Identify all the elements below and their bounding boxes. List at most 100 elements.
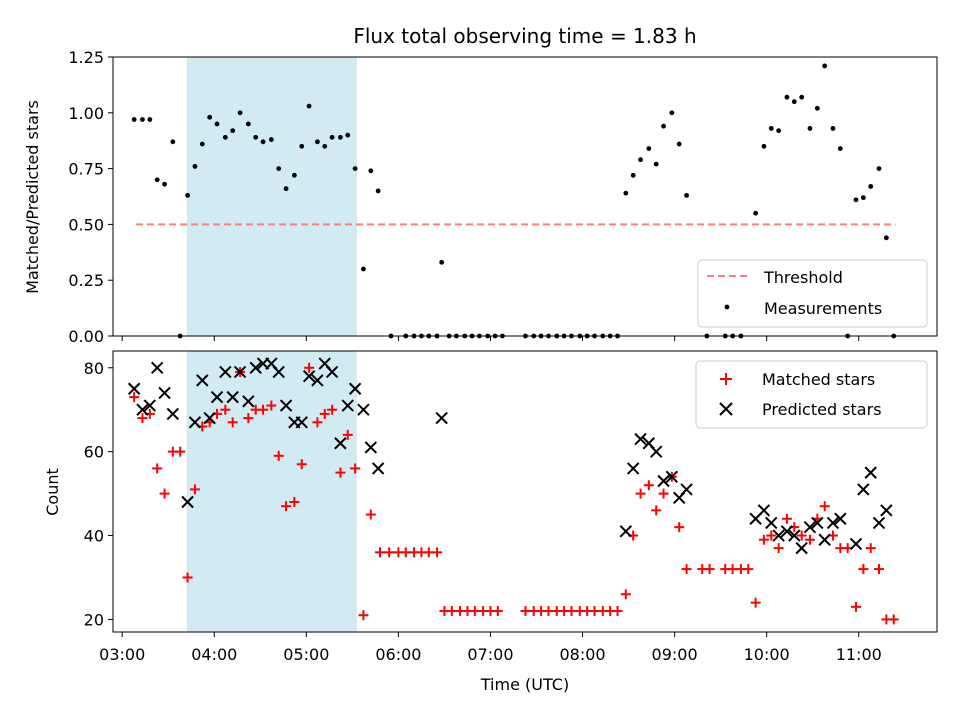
predicted-point: [219, 365, 232, 379]
legend-matched-swatch: [720, 373, 732, 385]
matched-point: [304, 362, 315, 373]
measurement-point: [676, 141, 682, 147]
measurement-point: [291, 172, 297, 178]
matched-point: [758, 534, 769, 545]
y-tick-label: 20: [84, 610, 104, 629]
matched-point: [612, 606, 623, 617]
matched-point: [743, 564, 754, 575]
measurement-point: [170, 139, 176, 145]
chart-title: Flux total observing time = 1.83 h: [353, 24, 696, 48]
predicted-point: [435, 411, 448, 425]
predicted-point: [302, 369, 316, 383]
legend-threshold-label: Threshold: [763, 268, 843, 287]
matched-point: [137, 413, 148, 424]
predicted-point: [757, 504, 771, 517]
measurement-point: [214, 121, 220, 127]
measurement-point: [268, 137, 274, 142]
top-legend: Threshold Measurements: [697, 259, 928, 328]
matched-point: [273, 450, 284, 461]
measurement-point: [822, 63, 828, 69]
shaded-band: [186, 57, 357, 336]
measurement-point: [799, 94, 805, 100]
measurement-point: [299, 143, 305, 149]
matched-point: [873, 564, 884, 575]
predicted-point: [272, 365, 285, 379]
matched-point: [658, 488, 669, 499]
predicted-point: [150, 361, 164, 374]
top-axis-ticks: 0.00 0.25 0.50 0.75 1.00 1.25: [68, 48, 860, 346]
measurement-point: [860, 195, 866, 201]
predicted-point: [371, 462, 385, 475]
measurement-point: [338, 134, 343, 140]
measurement-point: [222, 134, 228, 140]
measurement-point: [661, 123, 666, 129]
matched-point: [289, 496, 300, 507]
predicted-point: [864, 466, 877, 479]
legend-measurements-label: Measurements: [764, 299, 882, 318]
measurement-point: [439, 259, 445, 265]
predicted-point: [210, 390, 224, 404]
y-tick-label: 0.50: [68, 215, 104, 234]
top-plot-frame: [112, 56, 938, 337]
predicted-point: [795, 541, 808, 555]
predicted-point: [143, 399, 157, 412]
measurement-point: [245, 121, 251, 127]
matched-point: [365, 509, 376, 520]
matched-point: [620, 589, 631, 600]
legend-predicted-swatch: [719, 402, 733, 416]
measurement-point: [853, 197, 859, 203]
y-tick-label: 0.00: [68, 327, 104, 346]
top-legend-box: [697, 259, 928, 328]
predicted-stars-series: [127, 357, 893, 555]
predicted-point: [226, 390, 239, 404]
measurement-point: [784, 94, 790, 100]
measurement-point: [230, 128, 236, 134]
matched-point: [342, 429, 353, 440]
predicted-point: [849, 537, 863, 551]
predicted-point: [233, 365, 247, 379]
measurement-point: [162, 181, 167, 187]
legend-measurements-swatch: [724, 304, 730, 310]
matched-point: [152, 463, 163, 474]
predicted-point: [357, 403, 370, 416]
matched-point: [129, 392, 140, 403]
measurement-point: [768, 126, 774, 131]
measurement-point: [147, 117, 153, 122]
matched-point: [704, 564, 715, 575]
y-tick-label: 1.00: [68, 104, 104, 123]
predicted-point: [834, 512, 847, 525]
matched-point: [865, 543, 876, 554]
predicted-point: [626, 462, 640, 475]
x-tick-label: 04:00: [191, 645, 237, 664]
predicted-point: [348, 382, 362, 395]
predicted-point: [203, 411, 216, 425]
matched-point: [227, 417, 238, 428]
matched-point: [312, 417, 323, 428]
predicted-point: [857, 483, 870, 496]
matched-point: [492, 606, 503, 617]
predicted-point: [803, 520, 817, 534]
x-tick-label: 09:00: [652, 645, 698, 664]
y-tick-label: 1.25: [68, 48, 104, 67]
top-y-axis-label: Matched/Predicted stars: [23, 100, 42, 294]
matched-point: [681, 564, 692, 575]
x-tick-label: 03:00: [99, 645, 145, 664]
matched-point: [858, 564, 869, 575]
predicted-point: [872, 516, 886, 530]
matched-point: [674, 522, 685, 533]
matched-point: [651, 505, 662, 516]
predicted-point: [649, 445, 663, 458]
predicted-point: [158, 386, 171, 400]
top-panel: 0.00 0.25 0.50 0.75 1.00 1.25 Matched/Predict…: [23, 48, 938, 346]
measurement-point: [283, 186, 289, 192]
matched-point: [350, 463, 361, 474]
measurement-point: [868, 184, 874, 189]
measurement-point: [630, 172, 636, 178]
bottom-legend: Matched stars Predicted stars: [695, 360, 928, 429]
matched-point: [296, 459, 307, 470]
bottom-panel: 20 40 60 80 03:00 04:00 05:00 06:00 07:00 08:00 09…: [43, 350, 938, 694]
measurement-point: [329, 134, 335, 140]
matched-point: [243, 413, 254, 424]
measurement-point: [669, 110, 675, 116]
measurement-point: [207, 114, 213, 120]
